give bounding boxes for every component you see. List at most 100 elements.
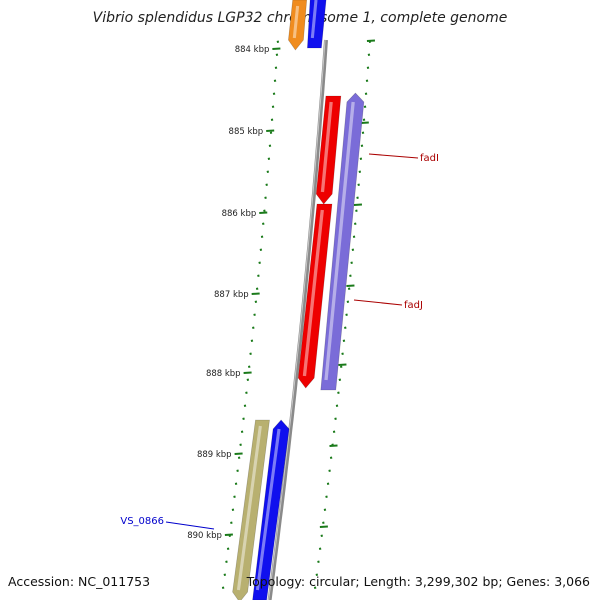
outer-minor-tick (323, 508, 327, 511)
inner-minor-tick (234, 482, 238, 485)
outer-minor-tick (350, 261, 353, 264)
gene-body (320, 92, 365, 391)
inner-minor-tick (269, 131, 273, 134)
outer-minor-tick (335, 404, 339, 407)
outer-minor-tick (342, 339, 346, 342)
outer-minor-tick (334, 417, 337, 420)
outer-minor-tick (313, 586, 317, 589)
outer-major-tick (353, 203, 363, 206)
outer-minor-tick (359, 157, 363, 160)
gene-body (315, 95, 342, 205)
gene-body (307, 0, 327, 49)
inner-minor-tick (263, 209, 266, 212)
outer-major-tick (346, 284, 355, 287)
gene-highlight (255, 428, 281, 591)
gene-body (232, 419, 270, 600)
inner-minor-tick (245, 391, 248, 394)
gene-arrow[interactable] (315, 95, 342, 205)
outer-minor-tick (337, 391, 340, 394)
inner-minor-tick (254, 300, 258, 303)
inner-minor-tick (243, 404, 247, 407)
inner-major-tick (259, 211, 268, 214)
inner-minor-tick (230, 521, 233, 524)
outer-minor-tick (332, 430, 336, 433)
inner-minor-tick (267, 157, 271, 160)
outer-minor-tick (354, 222, 357, 225)
tick-label: 884 kbp (235, 45, 270, 55)
inner-minor-tick (221, 586, 225, 589)
feature-label[interactable]: VS_0866 (120, 516, 215, 530)
inner-minor-tick (247, 365, 251, 368)
backbone-layer (267, 39, 328, 600)
inner-major-tick (243, 371, 252, 374)
inner-minor-tick (275, 53, 279, 56)
outer-minor-tick (339, 365, 343, 368)
inner-minor-tick (231, 508, 235, 511)
tick-label: 886 kbp (222, 209, 257, 219)
gene-arrow[interactable] (288, 0, 308, 51)
gene-arrow[interactable] (232, 419, 270, 600)
outer-minor-tick (357, 183, 360, 186)
outer-major-tick (360, 121, 369, 124)
tick-layer: 884 kbp 885 kbp 886 kbp 887 kbp 888 kbp 889 k… (187, 39, 375, 589)
inner-minor-tick (240, 430, 244, 433)
tick-label: 885 kbp (229, 127, 264, 137)
inner-minor-tick (274, 66, 278, 69)
gene-body (288, 0, 308, 51)
feature-label[interactable]: fadJ (353, 299, 423, 311)
outer-minor-tick (356, 196, 359, 199)
feature-label-text: fadI (420, 153, 439, 164)
gene-highlight (310, 0, 318, 39)
gene-arrow[interactable] (307, 0, 327, 49)
outer-minor-tick (349, 274, 352, 277)
outer-minor-tick (346, 300, 350, 303)
feature-label-text: fadJ (404, 300, 423, 311)
feature-label[interactable]: fadI (368, 153, 439, 164)
gene-highlight (236, 425, 262, 591)
inner-minor-tick (270, 118, 274, 121)
labels-layer: fadI fadJ VS_0866 (120, 153, 439, 530)
inner-minor-tick (226, 547, 230, 550)
outer-minor-tick (362, 118, 366, 121)
outer-minor-tick (318, 547, 322, 550)
outer-minor-tick (361, 131, 365, 134)
backbone-highlight (268, 39, 326, 600)
inner-minor-tick (260, 235, 264, 238)
tick-label: 889 kbp (197, 450, 232, 460)
outer-minor-tick (325, 495, 328, 498)
inner-minor-tick (273, 79, 277, 82)
outer-minor-tick (367, 53, 371, 56)
inner-major-tick (272, 47, 281, 50)
label-leader-line (165, 521, 215, 530)
inner-minor-tick (257, 274, 260, 277)
label-leader-line (368, 153, 419, 159)
inner-minor-tick (239, 443, 242, 446)
inner-minor-tick (271, 105, 275, 108)
inner-minor-tick (225, 560, 228, 563)
outer-major-tick (329, 444, 338, 447)
gene-highlight (292, 5, 300, 39)
gene-highlight (324, 101, 355, 381)
inner-minor-tick (262, 222, 265, 225)
outer-minor-tick (360, 144, 364, 147)
outer-major-tick (319, 525, 328, 528)
outer-minor-tick (366, 66, 370, 69)
gene-arrow[interactable] (252, 419, 290, 600)
gene-highlight (302, 209, 324, 377)
gene-body (252, 419, 290, 600)
outer-minor-tick (347, 287, 351, 290)
inner-minor-tick (236, 469, 239, 472)
genome-summary-text: Topology: circular; Length: 3,299,302 bp… (246, 574, 590, 589)
inner-minor-tick (237, 456, 241, 459)
outer-minor-tick (352, 235, 356, 238)
inner-minor-tick (223, 573, 227, 576)
inner-minor-tick (253, 313, 256, 316)
inner-minor-tick (233, 495, 236, 498)
outer-minor-tick (351, 248, 355, 251)
gene-arrow[interactable] (320, 92, 365, 391)
inner-minor-tick (252, 326, 255, 329)
gene-body (297, 203, 333, 389)
gene-arrow[interactable] (297, 203, 333, 389)
outer-minor-tick (358, 170, 362, 173)
